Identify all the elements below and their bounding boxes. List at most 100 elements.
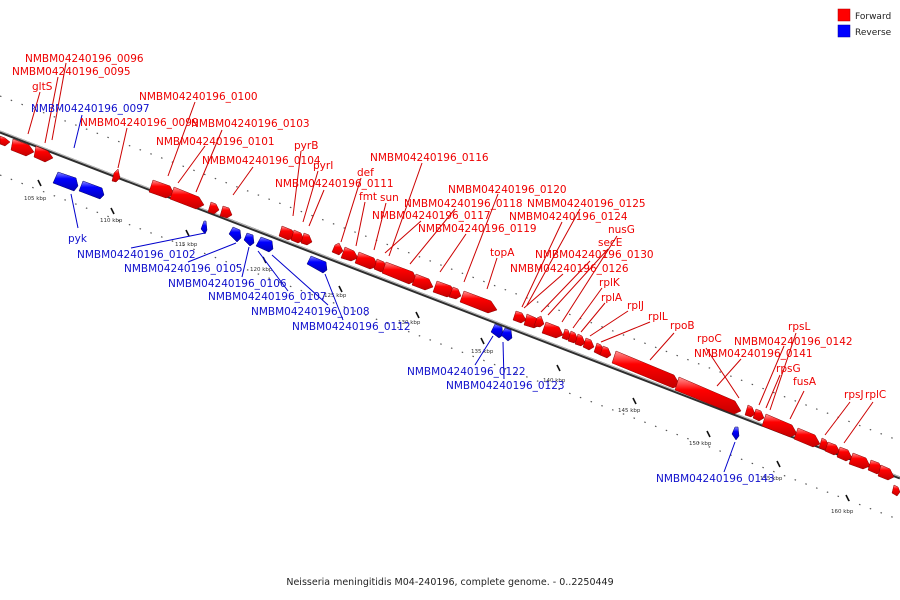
gene-label-forward: secE	[598, 237, 622, 249]
leader-line	[502, 341, 505, 380]
gene-label-forward: NMBM04240196_0095	[12, 66, 131, 78]
tick-mark	[845, 494, 850, 502]
leader-line	[232, 166, 254, 196]
gene-label-forward: NMBM04240196_0141	[694, 348, 813, 360]
gene-arrow-forward	[411, 273, 434, 291]
reverse-leader-lines	[70, 114, 736, 473]
gene-label-forward: gltS	[32, 81, 53, 93]
leader-line	[384, 220, 422, 254]
tick-mark	[480, 337, 485, 345]
tick-mark	[37, 179, 42, 187]
forward-leader-lines	[27, 62, 874, 444]
tick-label: 115 kbp	[175, 242, 198, 248]
tick-label: 120 kbp	[250, 267, 273, 273]
gene-arrow-forward	[459, 290, 498, 314]
leader-line	[177, 145, 206, 184]
leader-line	[843, 401, 874, 444]
tick-mark	[706, 430, 711, 438]
gene-label-forward: NMBM04240196_0120	[448, 184, 567, 196]
gene-label-forward: nusG	[608, 224, 635, 236]
leader-line	[44, 76, 59, 144]
gene-arrow-forward	[0, 135, 11, 147]
gene-label-forward: rplJ	[627, 300, 644, 312]
reverse-genes	[52, 171, 740, 441]
gene-label-forward: topA	[490, 247, 515, 259]
gene-arrow-forward	[674, 376, 742, 415]
gene-label-forward: NMBM04240196_0125	[527, 198, 646, 210]
leader-line	[373, 202, 387, 251]
gene-label-forward: sun	[380, 192, 399, 204]
tick-label: 160 kbp	[831, 509, 854, 515]
tick-label: 105 kbp	[24, 196, 47, 202]
gene-label-reverse: NMBM04240196_0143	[656, 473, 775, 485]
gene-label-forward: fmt	[359, 191, 377, 203]
gene-label-reverse: NMBM04240196_0112	[292, 321, 411, 333]
leader-line	[716, 358, 742, 387]
tick-label: 125 kbp	[324, 293, 347, 299]
leader-line	[117, 127, 128, 169]
leader-line	[572, 287, 603, 329]
leader-line	[302, 170, 319, 223]
gene-arrow-forward	[574, 333, 586, 347]
gene-arrow-forward	[611, 350, 681, 389]
gene-arrow-forward	[169, 186, 205, 210]
leader-line	[340, 177, 362, 243]
gene-arrow-forward	[744, 404, 756, 418]
leader-line	[789, 390, 805, 420]
gene-arrow-forward	[290, 229, 305, 244]
leader-line	[241, 246, 250, 278]
leader-line	[70, 193, 79, 229]
tick-mark	[776, 460, 781, 468]
tick-label: 145 kbp	[618, 408, 641, 414]
gene-label-forward: NMBM04240196_0116	[370, 152, 489, 164]
gene-label-reverse: NMBM04240196_0102	[77, 249, 196, 261]
gene-arrow-forward	[340, 246, 359, 262]
gene-arrow-forward	[836, 446, 853, 462]
map-caption: Neisseria meningitidis M04-240196, compl…	[286, 577, 614, 588]
gene-arrow-forward	[354, 251, 379, 270]
gene-arrow-reverse	[228, 226, 242, 243]
tick-label: 140 kbp	[543, 378, 566, 384]
gene-arrow-forward	[331, 242, 344, 256]
leader-line	[526, 208, 581, 306]
gene-arrow-forward	[582, 337, 595, 351]
gene-label-reverse: NMBM04240196_0122	[407, 366, 526, 378]
gene-arrow-reverse	[243, 232, 255, 247]
tick-mark	[556, 364, 561, 372]
gene-arrow-forward	[541, 321, 564, 339]
gene-label-forward: NMBM04240196_0118	[404, 198, 523, 210]
legend-label-forward: Forward	[855, 12, 891, 22]
gene-label-reverse: NMBM04240196_0097	[31, 103, 150, 115]
forward-genes	[0, 135, 900, 497]
tick-label: 150 kbp	[689, 441, 712, 447]
gene-label-forward: NMBM04240196_0103	[191, 118, 310, 130]
gene-arrow-forward	[111, 168, 121, 183]
leader-line	[463, 193, 499, 283]
leader-line	[769, 332, 797, 411]
gene-arrow-reverse	[500, 327, 513, 342]
leader-line	[51, 62, 67, 141]
gene-label-forward: rplK	[599, 277, 621, 289]
gene-arrow-forward	[207, 201, 220, 215]
forward-gene-labels: NMBM04240196_0096 NMBM04240196_0095 gltS…	[12, 53, 886, 401]
gene-label-reverse: NMBM04240196_0107	[208, 291, 327, 303]
gene-arrow-reverse	[78, 180, 105, 200]
gene-arrow-forward	[219, 205, 233, 219]
gene-label-forward: rplL	[648, 311, 668, 323]
leader-line	[649, 332, 675, 361]
legend-label-reverse: Reverse	[855, 28, 892, 38]
gene-label-forward: rpsJ	[844, 389, 864, 401]
gene-label-forward: NMBM04240196_0096	[25, 53, 144, 65]
gene-label-forward: fusA	[793, 376, 817, 388]
gene-label-forward: NMBM04240196_0104	[202, 155, 321, 167]
gene-arrow-forward	[148, 179, 175, 199]
gene-arrow-forward	[33, 145, 54, 163]
leader-line	[130, 232, 206, 249]
leader-line	[705, 347, 740, 399]
leader-line	[439, 233, 467, 273]
gene-arrow-reverse	[490, 323, 504, 339]
leader-line	[547, 248, 609, 316]
gene-arrow-reverse	[255, 236, 274, 253]
gene-label-forward: NMBM04240196_0111	[275, 178, 394, 190]
